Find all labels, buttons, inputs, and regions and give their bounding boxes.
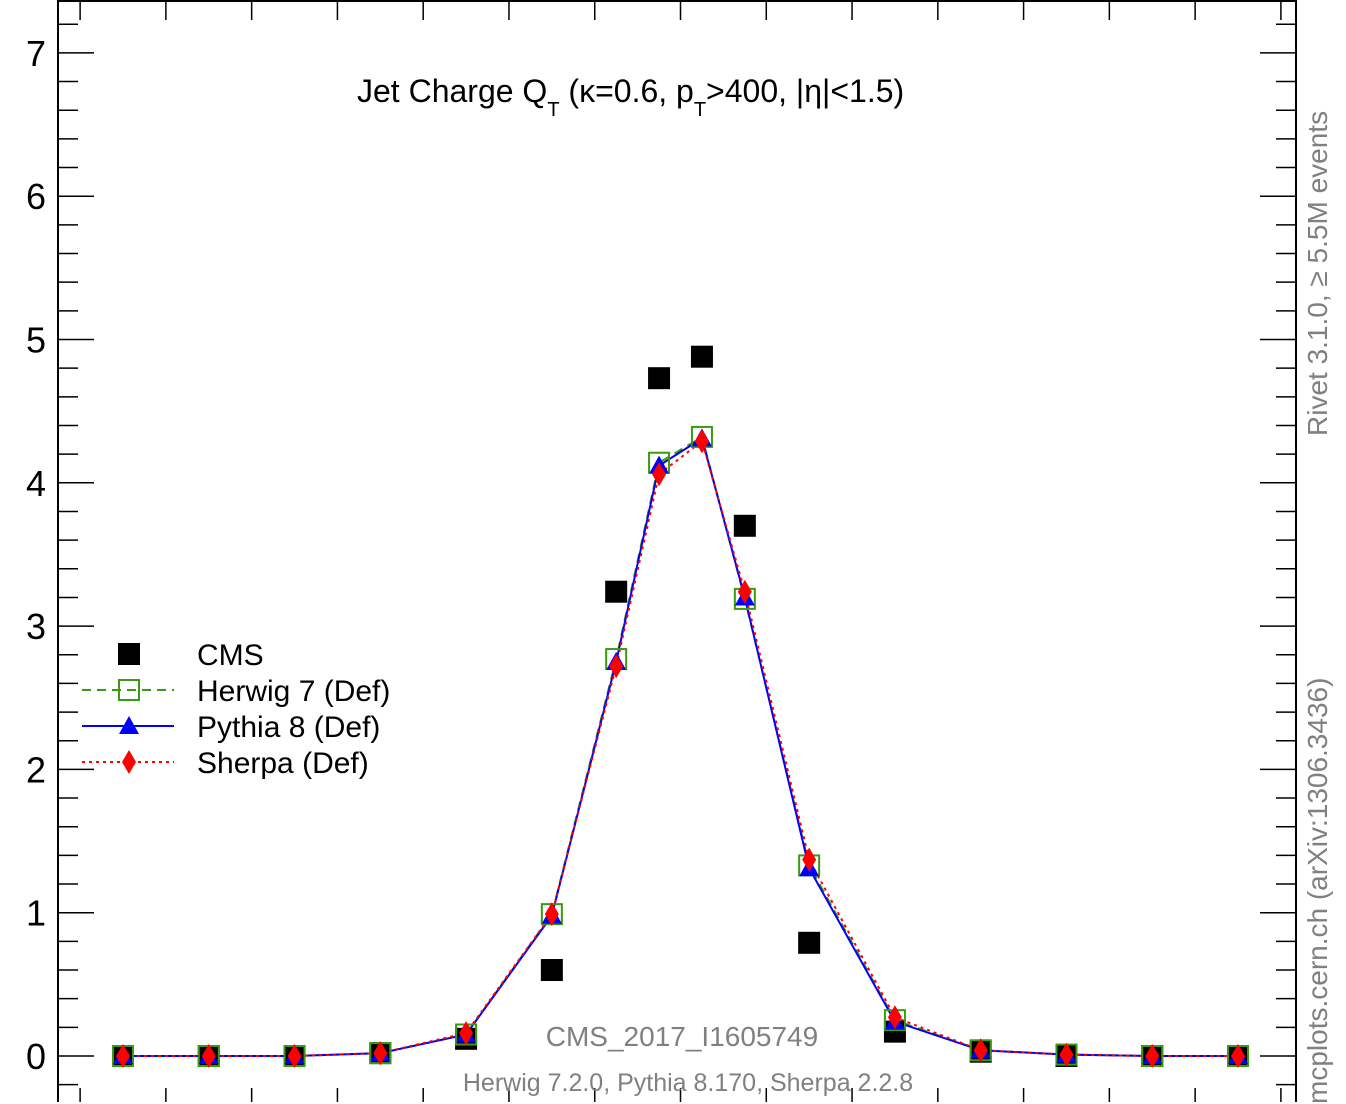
sherpa-marker: [1231, 1044, 1246, 1068]
legend-label-cms: CMS: [197, 639, 264, 672]
y-tick-label: 2: [26, 749, 46, 790]
cms-marker: [798, 931, 821, 954]
sherpa-marker: [287, 1044, 302, 1068]
title-sub1: T: [547, 99, 559, 121]
analysis-id-label: CMS_2017_I1605749: [546, 1021, 818, 1052]
sherpa-marker: [652, 462, 667, 487]
y-tick-label: 1: [26, 893, 46, 934]
y-tick-label: 0: [26, 1036, 46, 1077]
legend-marker-herwig: [118, 679, 140, 701]
rivet-version-label: Rivet 3.1.0, ≥ 5.5M events: [1302, 110, 1333, 436]
sherpa-marker: [973, 1038, 988, 1063]
title-suffix: >400, |η|<1.5): [706, 73, 904, 109]
legend-marker-sherpa: [122, 750, 136, 774]
title-prefix: Jet Charge Q: [357, 73, 547, 109]
sherpa-marker: [1059, 1042, 1074, 1067]
legend-marker-pythia: [119, 716, 139, 734]
title-sub2: T: [694, 99, 706, 121]
sherpa-marker: [737, 579, 752, 604]
title-mid: (κ=0.6, p: [560, 73, 694, 109]
sherpa-marker: [609, 654, 624, 679]
series-markers: [112, 345, 1250, 1068]
sherpa-marker: [373, 1041, 388, 1066]
legend-marker-cms: [118, 643, 140, 665]
cms-marker: [648, 367, 671, 390]
legend-label-pythia: Pythia 8 (Def): [197, 711, 380, 744]
sherpa-marker: [544, 902, 559, 927]
legend-label-sherpa: Sherpa (Def): [197, 747, 369, 780]
series-lines: [123, 435, 1239, 1057]
y-tick-label: 4: [26, 463, 46, 504]
generators-label: Herwig 7.2.0, Pythia 8.170, Sherpa 2.2.8: [463, 1069, 913, 1097]
sherpa-marker: [1145, 1044, 1160, 1068]
y-tick-label: 5: [26, 320, 46, 361]
sherpa-marker: [116, 1044, 130, 1068]
y-tick-label: 7: [26, 33, 46, 74]
chart-axes: 0 1 2 3 4 5 6 7: [26, 0, 1297, 1102]
series-line-sherpa: [123, 439, 1239, 1057]
y-tick-label: 3: [26, 606, 46, 647]
cms-marker: [605, 580, 628, 603]
sherpa-marker: [201, 1044, 216, 1068]
cms-marker: [540, 959, 563, 982]
mcplots-label: mcplots.cern.ch (arXiv:1306.3436): [1302, 677, 1333, 1104]
sherpa-marker: [694, 429, 709, 454]
sherpa-marker: [459, 1021, 474, 1046]
cms-marker: [690, 345, 713, 368]
sherpa-marker: [887, 1005, 902, 1030]
chart-title: Jet Charge QT (κ=0.6, pT>400, |η|<1.5): [357, 73, 904, 121]
legend-label-herwig: Herwig 7 (Def): [197, 675, 390, 708]
y-tick-label: 6: [26, 176, 46, 217]
sherpa-marker: [802, 847, 817, 872]
cms-marker: [733, 514, 756, 537]
